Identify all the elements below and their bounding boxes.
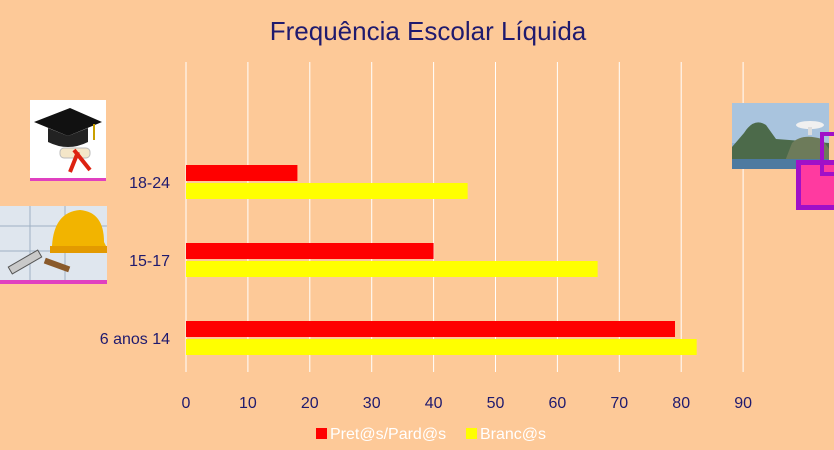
legend-swatch bbox=[466, 428, 477, 439]
grid bbox=[185, 62, 744, 372]
x-axis-ticks: 0 10 20 30 40 50 60 70 80 90 bbox=[182, 395, 753, 412]
decorative-frame bbox=[796, 160, 834, 210]
bars bbox=[186, 165, 697, 355]
bar-pret-pard bbox=[186, 321, 676, 337]
bar-branc bbox=[186, 339, 697, 355]
x-tick-label: 50 bbox=[487, 395, 505, 412]
bar-pret-pard bbox=[186, 243, 434, 259]
bar-branc bbox=[186, 261, 598, 277]
graduation-cap-picture bbox=[30, 100, 106, 178]
decorative-frame-accent bbox=[820, 132, 834, 176]
legend-label: Branc@s bbox=[480, 426, 546, 443]
x-tick-label: 60 bbox=[549, 395, 567, 412]
x-tick-label: 80 bbox=[672, 395, 690, 412]
landscape-icon bbox=[732, 103, 829, 169]
x-tick-label: 10 bbox=[239, 395, 257, 412]
landscape-picture bbox=[732, 103, 829, 169]
chart-title: Frequência Escolar Líquida bbox=[270, 16, 587, 46]
x-tick-label: 40 bbox=[425, 395, 443, 412]
category-label: 18-24 bbox=[129, 175, 170, 192]
legend: Pret@s/Pard@s Branc@s bbox=[316, 426, 546, 443]
x-tick-label: 0 bbox=[182, 395, 191, 412]
category-label: 6 anos 14 bbox=[100, 331, 170, 348]
x-tick-label: 30 bbox=[363, 395, 381, 412]
x-tick-label: 20 bbox=[301, 395, 319, 412]
graduation-cap-icon bbox=[34, 108, 102, 173]
bar-branc bbox=[186, 183, 468, 199]
legend-swatch bbox=[316, 428, 327, 439]
x-tick-label: 70 bbox=[610, 395, 628, 412]
construction-picture bbox=[0, 206, 108, 280]
legend-label: Pret@s/Pard@s bbox=[330, 426, 446, 443]
x-tick-label: 90 bbox=[734, 395, 752, 412]
hard-hat-icon bbox=[0, 206, 108, 280]
category-labels: 18-24 15-17 6 anos 14 bbox=[100, 175, 170, 348]
bar-pret-pard bbox=[186, 165, 298, 181]
category-label: 15-17 bbox=[129, 253, 170, 270]
